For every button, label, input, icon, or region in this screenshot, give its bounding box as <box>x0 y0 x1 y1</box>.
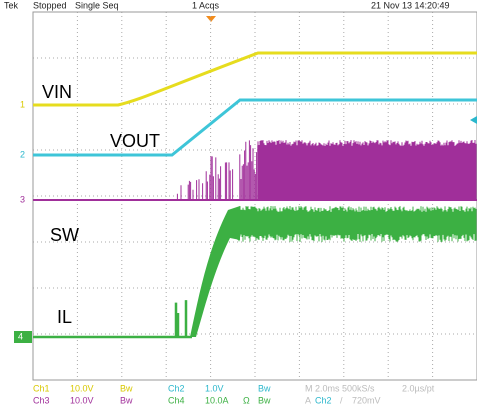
ch4-name: Ch4 <box>168 395 185 405</box>
ch1-marker: 1 <box>20 99 25 109</box>
ch4-ripple <box>238 206 476 242</box>
ch4-impedance: Ω <box>243 395 250 405</box>
ch1-scale: 10.0V <box>70 383 94 393</box>
ch4-marker: 4 <box>18 331 23 341</box>
trigger-source: Ch2 <box>315 395 332 405</box>
ch1-bw: Bw <box>120 383 133 393</box>
ch1-name: Ch1 <box>33 383 50 393</box>
ch3-name: Ch3 <box>33 395 50 405</box>
scope-screen: Tek Stopped Single Seq 1 Acqs 21 Nov 13 … <box>0 0 477 408</box>
trace-label: SW <box>50 225 79 245</box>
ch3-scale: 10.0V <box>70 395 94 405</box>
ch2-scale: 1.0V <box>205 383 224 393</box>
timestamp: 21 Nov 13 14:20:49 <box>371 0 450 10</box>
ch2-name: Ch2 <box>168 383 185 393</box>
ch4-bw: Bw <box>258 395 271 405</box>
mode: Single Seq <box>75 0 119 10</box>
trigger-type: A <box>305 395 311 405</box>
ch2-marker: 2 <box>20 149 25 159</box>
status: Stopped <box>33 0 67 10</box>
trigger-level-value: 720mV <box>352 395 381 405</box>
trace-label: VOUT <box>110 131 160 151</box>
trace-label: VIN <box>42 82 72 102</box>
resolution: 2.0µs/pt <box>402 383 435 393</box>
ch3-marker: 3 <box>20 194 25 204</box>
ch4-scale: 10.0A <box>205 395 229 405</box>
acquisitions: 1 Acqs <box>192 0 220 10</box>
ch2-bw: Bw <box>258 383 271 393</box>
trace-label: IL <box>57 307 72 327</box>
ch3-bw: Bw <box>120 395 133 405</box>
timebase: M 2.0ms 500kS/s <box>305 383 375 393</box>
brand: Tek <box>4 0 19 10</box>
